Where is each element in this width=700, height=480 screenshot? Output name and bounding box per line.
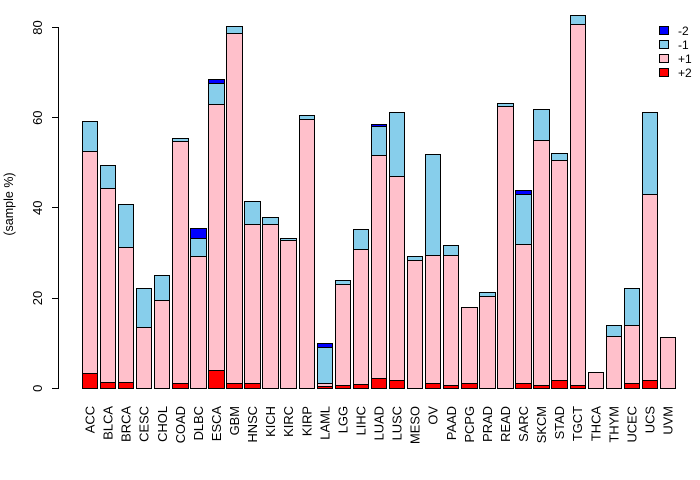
svg-text:(sample %): (sample %) bbox=[2, 172, 16, 235]
svg-text:BLCA: BLCA bbox=[101, 406, 116, 440]
svg-text:LUAD: LUAD bbox=[372, 406, 387, 440]
svg-text:BRCA: BRCA bbox=[119, 406, 134, 442]
svg-text:LGG: LGG bbox=[335, 406, 350, 433]
svg-text:KIRP: KIRP bbox=[299, 406, 314, 436]
svg-text:PCPG: PCPG bbox=[462, 406, 477, 443]
svg-text:20: 20 bbox=[30, 291, 45, 305]
svg-text:40: 40 bbox=[30, 201, 45, 215]
svg-text:LAML: LAML bbox=[317, 406, 332, 440]
svg-text:KICH: KICH bbox=[263, 406, 278, 437]
svg-text:CESC: CESC bbox=[137, 406, 152, 442]
svg-text:MESO: MESO bbox=[408, 406, 423, 444]
svg-text:OV: OV bbox=[426, 406, 441, 425]
svg-text:ESCA: ESCA bbox=[209, 406, 224, 442]
svg-text:THCA: THCA bbox=[588, 406, 603, 441]
svg-text:PRAD: PRAD bbox=[480, 406, 495, 442]
svg-text:THYM: THYM bbox=[606, 406, 621, 443]
svg-text:+1: +1 bbox=[678, 52, 692, 66]
svg-text:SARC: SARC bbox=[516, 406, 531, 442]
svg-text:UCEC: UCEC bbox=[624, 406, 639, 443]
svg-text:+2: +2 bbox=[678, 66, 692, 80]
svg-text:60: 60 bbox=[30, 110, 45, 124]
svg-text:-2: -2 bbox=[678, 24, 689, 38]
svg-text:COAD: COAD bbox=[173, 406, 188, 443]
svg-text:STAD: STAD bbox=[552, 406, 567, 439]
svg-text:LUSC: LUSC bbox=[390, 406, 405, 440]
svg-text:ACC: ACC bbox=[83, 406, 98, 433]
svg-text:UVM: UVM bbox=[661, 406, 676, 435]
svg-text:KIRC: KIRC bbox=[281, 406, 296, 437]
svg-text:PAAD: PAAD bbox=[444, 406, 459, 440]
svg-text:-1: -1 bbox=[678, 38, 689, 52]
svg-text:CHOL: CHOL bbox=[155, 406, 170, 442]
svg-text:LIHC: LIHC bbox=[353, 406, 368, 435]
svg-text:TGCT: TGCT bbox=[570, 406, 585, 441]
svg-text:SKCM: SKCM bbox=[534, 406, 549, 443]
svg-text:UCS: UCS bbox=[642, 406, 657, 433]
svg-text:HNSC: HNSC bbox=[245, 406, 260, 443]
svg-text:80: 80 bbox=[30, 20, 45, 34]
svg-text:DLBC: DLBC bbox=[191, 406, 206, 440]
svg-text:READ: READ bbox=[498, 406, 513, 442]
svg-text:0: 0 bbox=[30, 385, 45, 392]
svg-text:GBM: GBM bbox=[227, 406, 242, 435]
